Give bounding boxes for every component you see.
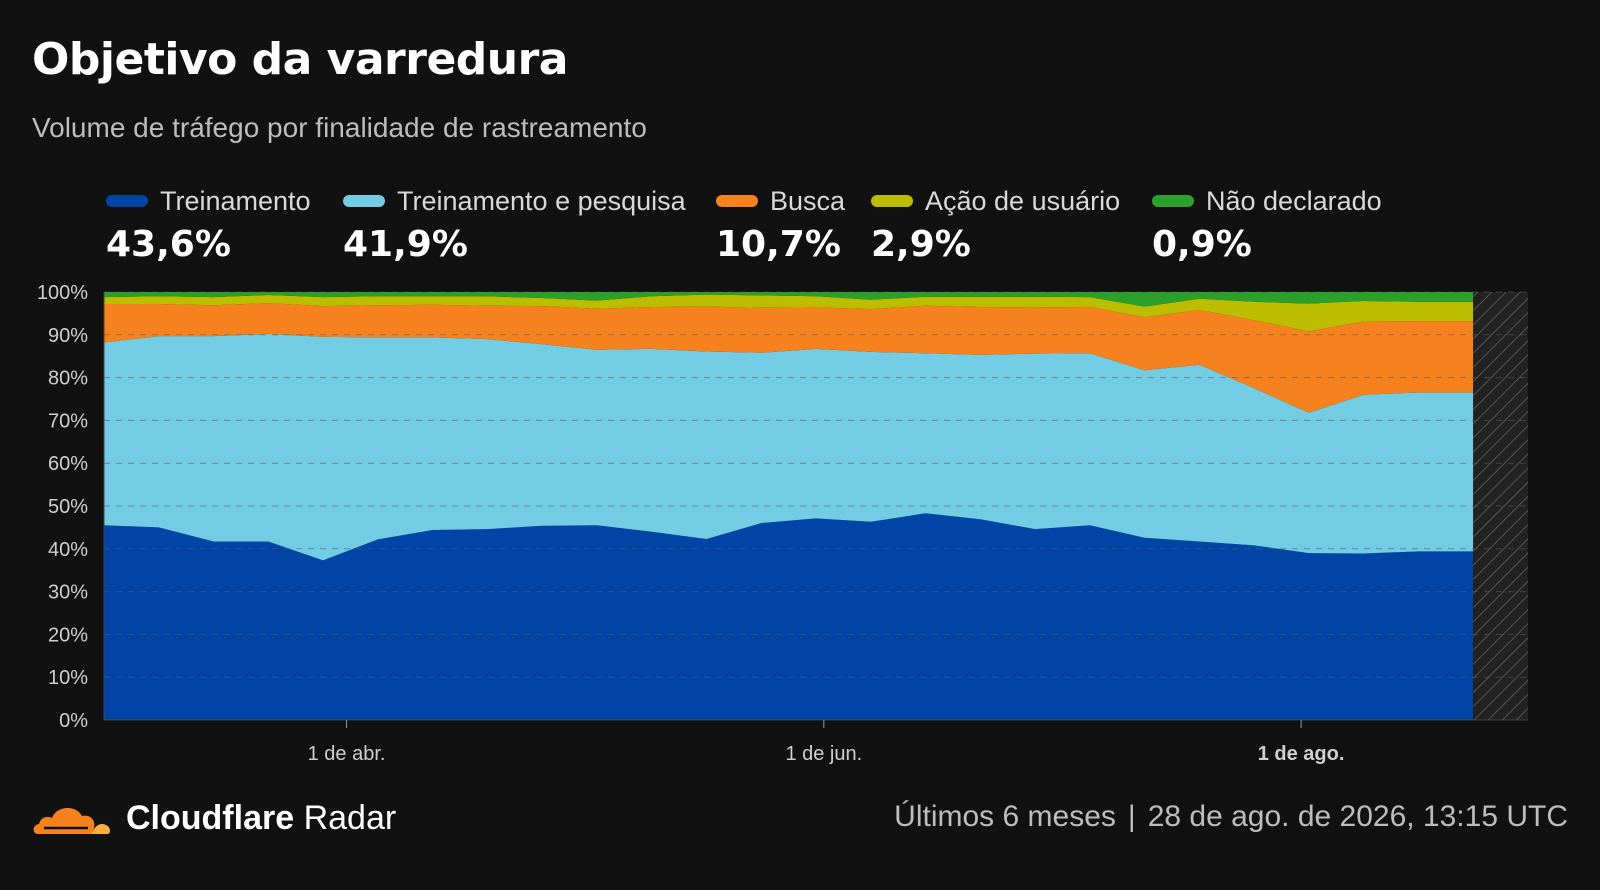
legend-label: Não declarado bbox=[1206, 185, 1382, 216]
y-tick-label: 10% bbox=[48, 667, 88, 689]
legend-swatch bbox=[106, 195, 148, 207]
legend-swatch bbox=[1152, 195, 1194, 207]
legend-label: Ação de usuário bbox=[925, 185, 1121, 216]
legend-item-treinamento[interactable]: Treinamento 43,6% bbox=[106, 186, 311, 265]
grid-layer bbox=[103, 291, 1528, 721]
area-series-acao-de-usuario[interactable] bbox=[104, 294, 1474, 332]
legend-label: Busca bbox=[770, 185, 846, 216]
y-tick-label: 70% bbox=[48, 410, 88, 432]
y-tick-label: 40% bbox=[48, 539, 88, 561]
legend-item-nao-declarado[interactable]: Não declarado 0,9% bbox=[1152, 186, 1382, 265]
legend-swatch bbox=[871, 195, 913, 207]
y-tick-label: 100% bbox=[37, 282, 88, 304]
period-label: Últimos 6 meses bbox=[894, 800, 1116, 833]
page-subtitle: Volume de tráfego por finalidade de rast… bbox=[32, 112, 647, 143]
legend-value: 43,6% bbox=[106, 224, 231, 265]
page-title: Objetivo da varredura bbox=[32, 34, 569, 85]
separator: | bbox=[1127, 800, 1136, 833]
legend-item-busca[interactable]: Busca 10,7% bbox=[716, 186, 845, 265]
y-tick-label: 60% bbox=[48, 453, 88, 475]
legend-value: 0,9% bbox=[1152, 224, 1252, 265]
x-tick-label: 1 de abr. bbox=[308, 743, 386, 765]
legend-value: 10,7% bbox=[716, 224, 841, 265]
area-series-treinamento-e-pesquisa[interactable] bbox=[104, 333, 1474, 561]
area-series-nao-declarado[interactable] bbox=[104, 292, 1474, 307]
y-tick-label: 0% bbox=[59, 710, 88, 732]
y-tick-label: 30% bbox=[48, 582, 88, 604]
timestamp: 28 de ago. de 2026, 13:15 UTC bbox=[1147, 800, 1568, 833]
brand-name-bold: Cloudflare bbox=[126, 798, 295, 837]
x-axis: 1 de abr. 1 de jun. 1 de ago. bbox=[308, 720, 1345, 765]
brand-logo[interactable]: Cloudflare Radar bbox=[30, 798, 396, 838]
legend-value: 41,9% bbox=[343, 224, 468, 265]
legend-item-treinamento-e-pesquisa[interactable]: Treinamento e pesquisa 41,9% bbox=[343, 186, 686, 265]
legend-label: Treinamento e pesquisa bbox=[397, 185, 686, 216]
legend-label: Treinamento bbox=[160, 185, 311, 216]
legend-value: 2,9% bbox=[871, 224, 971, 265]
area-series-treinamento[interactable] bbox=[104, 513, 1474, 720]
y-tick-label: 20% bbox=[48, 624, 88, 646]
legend-swatch bbox=[716, 195, 758, 207]
y-axis: 0% 10% 20% 30% 40% 50% 60% 70% 80% 90% 100% bbox=[37, 282, 88, 732]
cloudflare-cloud-icon bbox=[33, 807, 111, 834]
area-layer bbox=[104, 292, 1528, 720]
area-series-busca[interactable] bbox=[104, 303, 1474, 413]
y-tick-label: 50% bbox=[48, 496, 88, 518]
brand-name: Cloudflare Radar bbox=[126, 799, 396, 838]
brand-name-product: Radar bbox=[303, 798, 397, 837]
legend-swatch bbox=[343, 195, 385, 207]
legend-item-acao-de-usuario[interactable]: Ação de usuário 2,9% bbox=[871, 186, 1120, 265]
y-tick-label: 90% bbox=[48, 325, 88, 347]
y-tick-label: 80% bbox=[48, 368, 88, 390]
stacked-area-chart: 0% 10% 20% 30% 40% 50% 60% 70% 80% 90% 100% 1 de a… bbox=[37, 282, 1528, 765]
footer-meta: Últimos 6 meses | 28 de ago. de 2026, 13:1… bbox=[894, 800, 1568, 834]
x-tick-label: 1 de jun. bbox=[785, 743, 862, 765]
x-tick-label: 1 de ago. bbox=[1258, 743, 1345, 765]
